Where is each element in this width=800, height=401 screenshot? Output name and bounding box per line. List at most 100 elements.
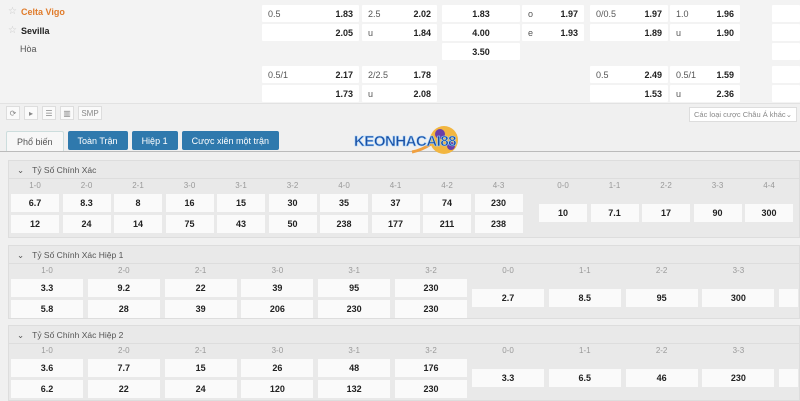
odds-cell[interactable]	[772, 85, 800, 102]
odds-cell[interactable]: 3.50	[442, 43, 520, 60]
away-score-odds[interactable]: 12	[11, 215, 59, 233]
home-score-odds[interactable]: 230	[395, 279, 467, 297]
home-score-odds[interactable]: 176	[395, 359, 467, 377]
odds-cell[interactable]: 2/2.5 1.78	[362, 66, 437, 83]
smp-button[interactable]: SMP	[78, 106, 102, 120]
draw-score-odds[interactable]: 90	[693, 204, 742, 222]
odds-cell[interactable]: u 2.36	[670, 85, 740, 102]
home-score-odds[interactable]: 9.2	[87, 279, 160, 297]
odds-cell[interactable]	[772, 43, 800, 60]
odds-cell[interactable]: 0.5/1 2.17	[262, 66, 359, 83]
star-icon[interactable]: ☆	[8, 6, 17, 17]
home-score-odds[interactable]: 74	[423, 194, 471, 212]
away-score-odds[interactable]: 132	[318, 380, 391, 398]
home-score-odds[interactable]: 48	[318, 359, 391, 377]
odds-cell[interactable]: 1.89	[590, 24, 668, 41]
odds-cell[interactable]	[772, 24, 800, 41]
odds-cell[interactable]: 4.00	[442, 24, 520, 41]
away-score-odds[interactable]: 14	[114, 215, 162, 233]
odds-cell[interactable]: u 1.84	[362, 24, 437, 41]
home-score-odds[interactable]: 35	[320, 194, 368, 212]
odds-cell[interactable]: u 1.90	[670, 24, 740, 41]
odds-cell[interactable]: 2.5 2.02	[362, 5, 437, 22]
away-score-odds[interactable]: 6.2	[11, 380, 83, 398]
home-score-odds[interactable]: 37	[371, 194, 420, 212]
tab-same-game-parlay[interactable]: Cược xiên một trận	[181, 131, 280, 150]
odds-cell[interactable]: 0.5 2.49	[590, 66, 668, 83]
section-header[interactable]: ⌄ Tỷ Số Chính Xác	[17, 165, 96, 176]
away-score-odds[interactable]: 230	[395, 380, 467, 398]
away-score-odds[interactable]: 75	[165, 215, 214, 233]
draw-score-odds[interactable]: 300	[702, 289, 775, 307]
draw-score-odds[interactable]	[779, 289, 799, 307]
away-score-odds[interactable]: 238	[320, 215, 368, 233]
away-team[interactable]: ☆ Sevilla	[8, 25, 50, 36]
odds-cell[interactable]: 2.05	[262, 24, 359, 41]
odds-cell[interactable]: 1.83	[442, 5, 520, 22]
odds-cell[interactable]: e 1.93	[522, 24, 584, 41]
odds-cell[interactable]: o 1.97	[522, 5, 584, 22]
home-score-odds[interactable]: 7.7	[87, 359, 160, 377]
draw-score-odds[interactable]: 10	[539, 204, 587, 222]
away-score-odds[interactable]: 24	[164, 380, 237, 398]
draw-score-odds[interactable]: 17	[642, 204, 690, 222]
away-score-odds[interactable]: 206	[241, 300, 314, 318]
home-score-odds[interactable]: 15	[164, 359, 237, 377]
home-score-odds[interactable]: 8.3	[62, 194, 111, 212]
away-score-odds[interactable]: 238	[474, 215, 523, 233]
draw-score-odds[interactable]: 8.5	[548, 289, 621, 307]
odds-cell[interactable]: 0.5 1.83	[262, 5, 359, 22]
home-score-odds[interactable]: 22	[164, 279, 237, 297]
tab-first-half[interactable]: Hiệp 1	[131, 131, 178, 150]
home-score-odds[interactable]: 95	[318, 279, 391, 297]
draw-score-odds[interactable]: 6.5	[548, 369, 621, 387]
odds-cell[interactable]: u 2.08	[362, 85, 437, 102]
draw-score-odds[interactable]	[779, 369, 799, 387]
home-score-odds[interactable]: 39	[241, 279, 314, 297]
home-score-odds[interactable]: 3.3	[11, 279, 83, 297]
home-score-odds[interactable]: 3.6	[11, 359, 83, 377]
play-icon[interactable]: ▸	[24, 106, 38, 120]
away-score-odds[interactable]: 120	[241, 380, 314, 398]
odds-cell[interactable]	[772, 66, 800, 83]
away-score-odds[interactable]: 39	[164, 300, 237, 318]
draw-score-odds[interactable]: 46	[625, 369, 698, 387]
draw-score-odds[interactable]: 3.3	[472, 369, 544, 387]
away-score-odds[interactable]: 43	[217, 215, 265, 233]
home-team[interactable]: ☆ Celta Vigo	[8, 6, 65, 17]
tab-popular[interactable]: Phổ biến	[6, 131, 64, 152]
refresh-icon[interactable]: ⟳	[6, 106, 20, 120]
away-score-odds[interactable]: 230	[318, 300, 391, 318]
away-score-odds[interactable]: 50	[268, 215, 317, 233]
home-score-odds[interactable]: 230	[474, 194, 523, 212]
home-score-odds[interactable]: 30	[268, 194, 317, 212]
away-score-odds[interactable]: 5.8	[11, 300, 83, 318]
away-score-odds[interactable]: 211	[423, 215, 471, 233]
section-header[interactable]: ⌄ Tỷ Số Chính Xác Hiệp 2	[17, 330, 123, 341]
odds-cell[interactable]: 0.5/1 1.59	[670, 66, 740, 83]
home-score-odds[interactable]: 8	[114, 194, 162, 212]
home-score-odds[interactable]: 16	[165, 194, 214, 212]
away-score-odds[interactable]: 24	[62, 215, 111, 233]
other-bets-dropdown[interactable]: Các loại cược Châu Á khác ⌄	[689, 107, 797, 122]
away-score-odds[interactable]: 28	[87, 300, 160, 318]
odds-cell[interactable]: 1.0 1.96	[670, 5, 740, 22]
odds-cell[interactable]: 0/0.5 1.97	[590, 5, 668, 22]
draw-score-odds[interactable]: 2.7	[472, 289, 544, 307]
away-score-odds[interactable]: 177	[371, 215, 420, 233]
star-icon[interactable]: ☆	[8, 25, 17, 36]
odds-cell[interactable]	[772, 5, 800, 22]
section-header[interactable]: ⌄ Tỷ Số Chính Xác Hiệp 1	[17, 250, 123, 261]
away-score-odds[interactable]: 230	[395, 300, 467, 318]
tab-full-match[interactable]: Toàn Trận	[67, 131, 128, 150]
home-score-odds[interactable]: 15	[217, 194, 265, 212]
draw-score-odds[interactable]: 230	[702, 369, 775, 387]
away-score-odds[interactable]: 22	[87, 380, 160, 398]
draw-score-odds[interactable]: 95	[625, 289, 698, 307]
draw-score-odds[interactable]: 300	[745, 204, 793, 222]
home-score-odds[interactable]: 26	[241, 359, 314, 377]
draw-score-odds[interactable]: 7.1	[590, 204, 639, 222]
list-icon[interactable]: ☰	[42, 106, 56, 120]
stats-icon[interactable]: ▥	[60, 106, 74, 120]
odds-cell[interactable]: 1.73	[262, 85, 359, 102]
